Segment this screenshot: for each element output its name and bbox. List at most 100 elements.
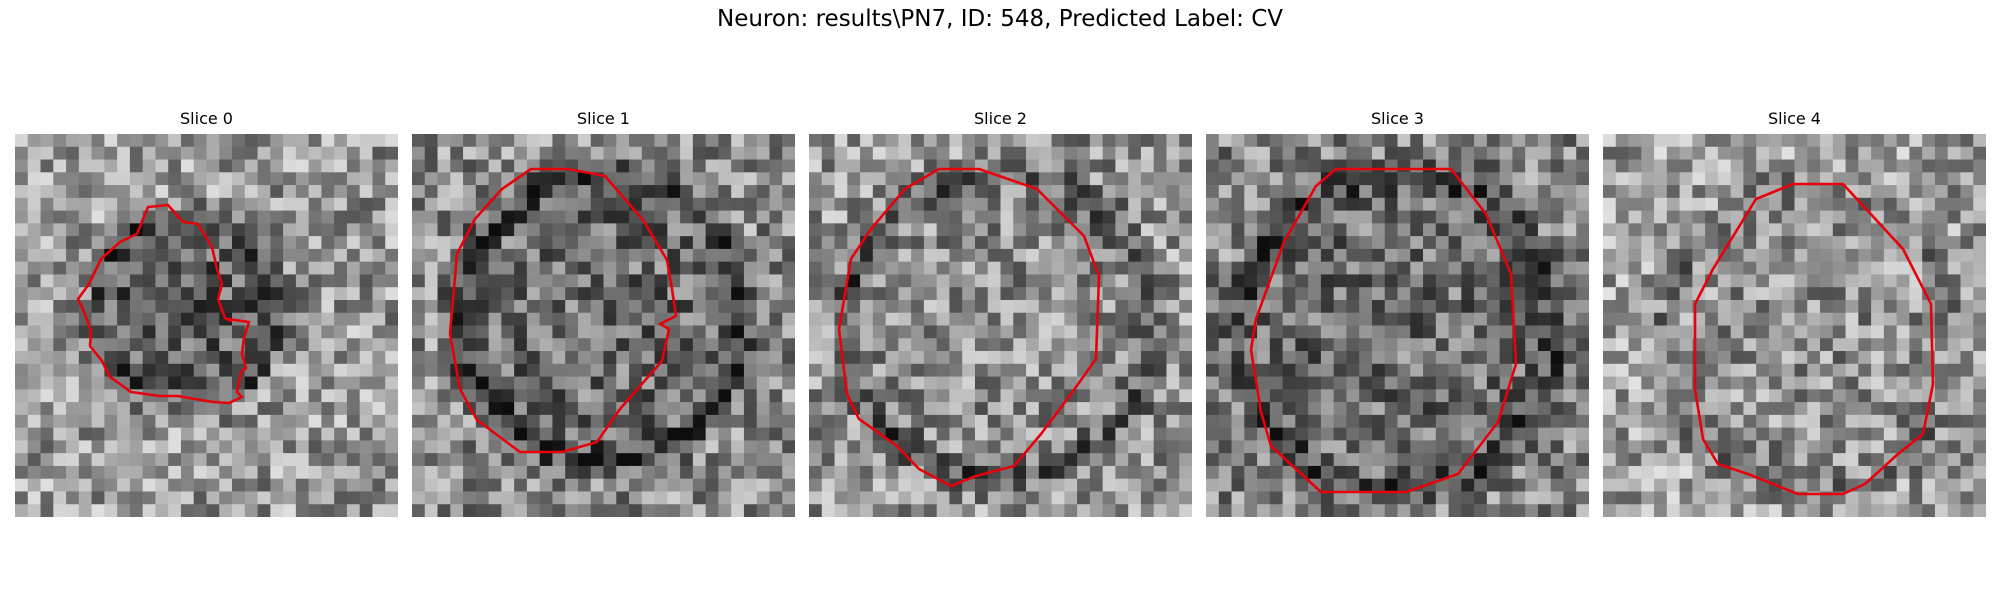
pixel-cell [565, 287, 579, 301]
pixel-cell [743, 440, 758, 454]
pixel-cell [1807, 351, 1821, 365]
pixel-cell [514, 312, 528, 326]
pixel-cell [1089, 491, 1104, 505]
pixel-cell [1231, 299, 1245, 314]
pixel-cell [1576, 210, 1589, 224]
pixel-cell [629, 478, 643, 492]
pixel-cell [1333, 223, 1347, 237]
pixel-cell [1038, 274, 1052, 288]
pixel-cell [1512, 287, 1526, 301]
pixel-cell [334, 465, 348, 480]
pixel-cell [1537, 159, 1552, 173]
pixel-cell [1282, 210, 1296, 224]
pixel-cell [1692, 504, 1706, 517]
pixel-cell [437, 159, 451, 173]
pixel-cell [1896, 172, 1910, 186]
pixel-cell [552, 274, 566, 288]
pixel-cell [1089, 185, 1104, 199]
pixel-cell [1000, 236, 1014, 250]
pixel-cell [1486, 440, 1501, 454]
pixel-cell [1883, 338, 1898, 352]
pixel-cell [1960, 453, 1974, 467]
pixel-cell [1537, 261, 1552, 275]
pixel-cell [1807, 210, 1821, 224]
pixel-cell [577, 402, 592, 416]
pixel-cell [898, 325, 912, 339]
pixel-cell [463, 427, 477, 441]
pixel-cell [1628, 146, 1642, 160]
pixel-cell [821, 299, 835, 314]
pixel-cell [1730, 478, 1744, 492]
pixel-cell [1410, 504, 1424, 517]
pixel-cell [1641, 414, 1655, 429]
pixel-cell [283, 376, 297, 390]
pixel-cell [923, 185, 938, 199]
pixel-cell [603, 453, 617, 467]
pixel-cell [1641, 325, 1655, 339]
pixel-cell [629, 223, 643, 237]
pixel-cell [1051, 274, 1065, 288]
pixel-cell [1115, 261, 1129, 275]
pixel-cell [987, 453, 1001, 467]
pixel-cell [412, 146, 426, 160]
pixel-cell [539, 376, 553, 390]
pixel-cell [1064, 453, 1078, 467]
pixel-cell [193, 312, 207, 326]
pixel-cell [872, 134, 886, 148]
pixel-cell [1000, 402, 1014, 416]
pixel-cell [756, 248, 770, 263]
pixel-cell [232, 159, 246, 173]
pixel-cell [936, 210, 950, 224]
pixel-cell [1206, 351, 1220, 365]
pixel-cell [718, 159, 732, 173]
pixel-cell [155, 287, 169, 301]
pixel-cell [1282, 159, 1296, 173]
pixel-cell [1384, 146, 1398, 160]
pixel-cell [1218, 248, 1232, 263]
pixel-cell [1166, 338, 1180, 352]
pixel-cell [1140, 389, 1155, 403]
pixel-cell [104, 172, 118, 186]
pixel-cell [1206, 312, 1220, 326]
pixel-cell [359, 402, 373, 416]
pixel-cell [539, 146, 553, 160]
pixel-cell [1435, 197, 1449, 211]
pixel-cell [526, 363, 541, 377]
pixel-cell [1973, 210, 1986, 224]
pixel-cell [1922, 274, 1936, 288]
pixel-cell [1064, 172, 1078, 186]
pixel-cell [1166, 478, 1180, 492]
pixel-cell [244, 427, 258, 441]
pixel-cell [1397, 261, 1411, 275]
pixel-cell [1820, 299, 1834, 314]
pixel-cell [1244, 223, 1258, 237]
pixel-cell [270, 338, 284, 352]
pixel-cell [437, 185, 451, 199]
pixel-cell [372, 172, 386, 186]
pixel-cell [450, 453, 464, 467]
pixel-cell [463, 261, 477, 275]
pixel-cell [66, 274, 80, 288]
pixel-cell [1871, 389, 1885, 403]
pixel-cell [1077, 414, 1091, 429]
pixel-cell [911, 402, 925, 416]
pixel-cell [244, 402, 258, 416]
pixel-cell [488, 363, 502, 377]
pixel-cell [552, 236, 566, 250]
pixel-cell [1628, 389, 1642, 403]
pixel-cell [603, 389, 617, 403]
pixel-cell [1089, 465, 1104, 480]
pixel-cell [872, 376, 886, 390]
pixel-cell [834, 389, 848, 403]
pixel-cell [1615, 427, 1629, 441]
pixel-cell [769, 248, 783, 263]
pixel-cell [949, 223, 963, 237]
pixel-cell [1909, 134, 1923, 148]
pixel-cell [1576, 491, 1589, 505]
pixel-cell [1730, 261, 1744, 275]
pixel-cell [667, 197, 681, 211]
pixel-cell [206, 172, 220, 186]
pixel-cell [475, 287, 489, 301]
pixel-cell [923, 504, 938, 517]
pixel-cell [501, 478, 515, 492]
